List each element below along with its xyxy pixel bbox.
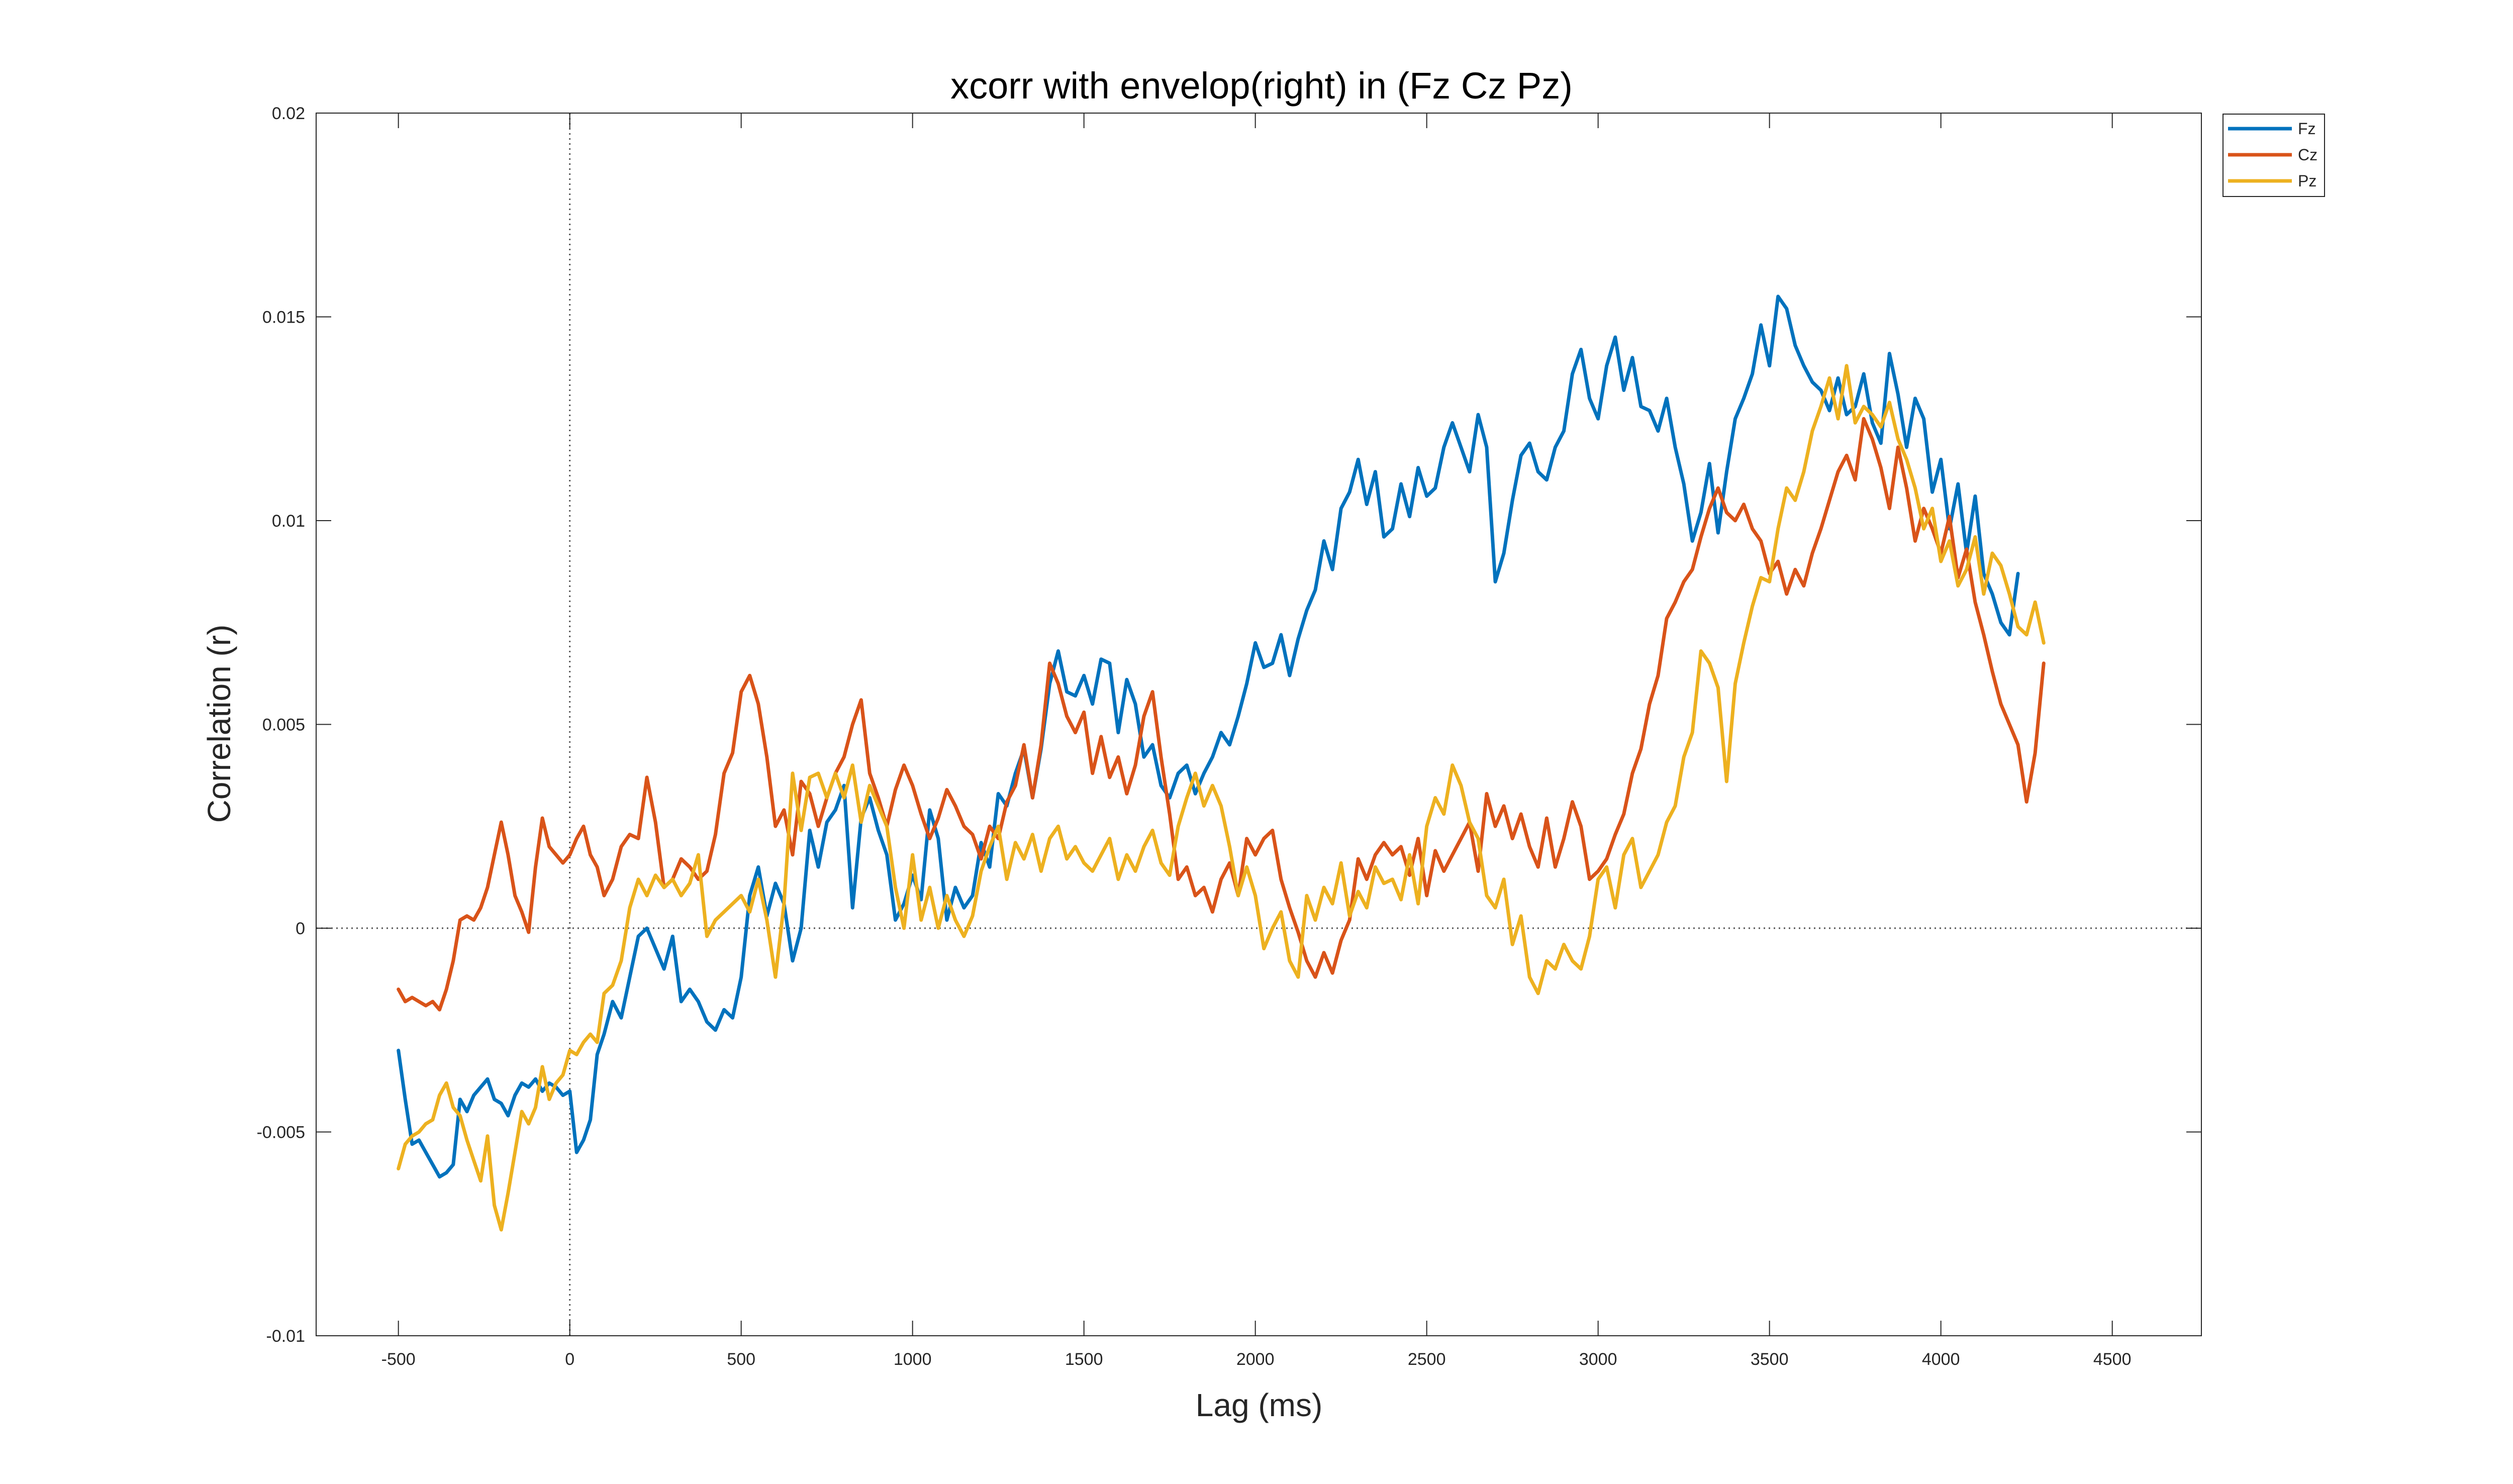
y-tick-label: 0.01	[272, 512, 305, 531]
y-tick-label: -0.005	[257, 1123, 305, 1142]
x-tick-label: 2000	[1236, 1350, 1275, 1369]
y-tick-label: 0.015	[262, 308, 305, 327]
legend-entries: Fz Cz Pz	[2228, 120, 2317, 190]
y-tick-label: 0.02	[272, 104, 305, 123]
x-tick-label: 500	[727, 1350, 755, 1369]
x-tick-label: 4500	[2093, 1350, 2132, 1369]
x-tick-label: 2500	[1408, 1350, 1446, 1369]
x-tick-label: 1500	[1065, 1350, 1103, 1369]
x-tick-label: 4000	[1922, 1350, 1960, 1369]
plot-background	[316, 113, 2201, 1336]
x-tick-label: 0	[565, 1350, 574, 1369]
legend-label-pz: Pz	[2298, 172, 2316, 190]
x-axis-title: Lag (ms)	[1196, 1387, 1323, 1423]
y-tick-label: 0	[296, 919, 305, 938]
chart-title: xcorr with envelop(right) in (Fz Cz Pz)	[950, 65, 1573, 107]
x-axis-ticks: -500 0 500 1000 1500 2000 2500 3000 3500 4000 4500	[381, 113, 2132, 1369]
series-line-fz	[397, 294, 2020, 1179]
y-tick-label: 0.005	[262, 716, 305, 735]
series-layer	[397, 294, 2046, 1232]
plot-area: -500 0 500 1000 1500 2000 2500 3000 3500 4000 4500…	[257, 104, 2202, 1369]
legend: Fz Cz Pz	[2222, 114, 2325, 197]
x-tick-label: 3500	[1751, 1350, 1789, 1369]
legend-label-fz: Fz	[2298, 120, 2316, 138]
series-line-cz	[397, 417, 2046, 1012]
y-axis-title: Correlation (r)	[201, 625, 237, 823]
series-line-pz	[397, 364, 2046, 1232]
x-tick-label: 1000	[894, 1350, 932, 1369]
x-tick-label: 3000	[1579, 1350, 1617, 1369]
legend-label-cz: Cz	[2298, 146, 2317, 164]
x-tick-label: -500	[381, 1350, 416, 1369]
y-tick-label: -0.01	[266, 1327, 306, 1346]
y-axis-ticks: -0.01 -0.005 0 0.005 0.01 0.015 0.02	[257, 104, 2201, 1346]
